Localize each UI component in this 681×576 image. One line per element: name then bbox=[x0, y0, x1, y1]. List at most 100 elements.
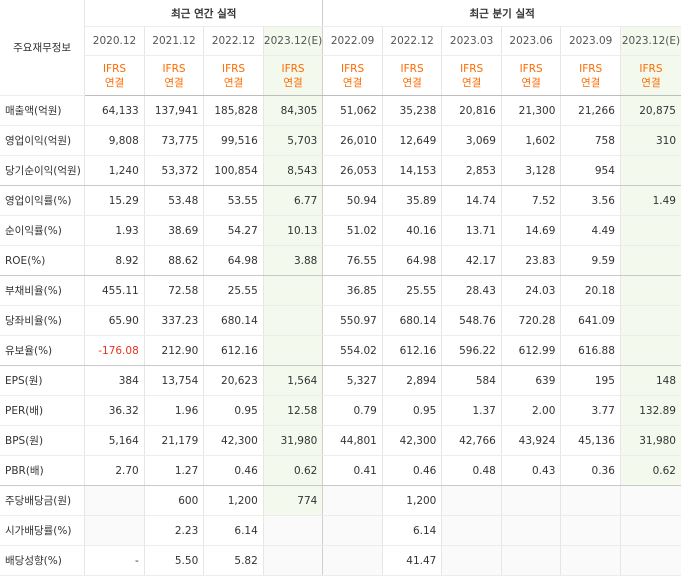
value-cell: 612.16 bbox=[382, 335, 443, 366]
value-cell bbox=[84, 515, 145, 546]
value-cell: 54.27 bbox=[203, 215, 264, 246]
value-cell: 616.88 bbox=[560, 335, 621, 366]
consolidated-text: 연결 bbox=[342, 76, 363, 89]
value-cell bbox=[441, 545, 502, 576]
value-cell: 99,516 bbox=[203, 125, 264, 156]
value-cell: 774 bbox=[263, 485, 324, 516]
value-cell bbox=[560, 485, 621, 516]
value-cell: 42.17 bbox=[441, 245, 502, 276]
value-cell: 954 bbox=[560, 155, 621, 186]
value-cell: 5,164 bbox=[84, 425, 145, 456]
period-header: 2023.09 bbox=[560, 26, 621, 56]
value-cell bbox=[441, 485, 502, 516]
value-cell: 20,875 bbox=[620, 95, 681, 126]
ifrs-text: IFRS bbox=[639, 62, 663, 75]
value-cell bbox=[322, 485, 383, 516]
ifrs-consolidated-label: IFRS 연결 bbox=[441, 55, 502, 96]
value-cell: 38.69 bbox=[144, 215, 205, 246]
value-cell: 0.36 bbox=[560, 455, 621, 486]
value-cell bbox=[560, 515, 621, 546]
value-cell: 65.90 bbox=[84, 305, 145, 336]
value-cell: 40.16 bbox=[382, 215, 443, 246]
table-row: PER(배) 36.32 1.96 0.95 12.58 0.79 0.95 1.37 2.00… bbox=[0, 395, 681, 426]
value-cell: 5.82 bbox=[203, 545, 264, 576]
value-cell bbox=[560, 545, 621, 576]
value-cell: 2.70 bbox=[84, 455, 145, 486]
period-header: 2022.12 bbox=[203, 26, 264, 56]
value-cell: 0.95 bbox=[203, 395, 264, 426]
value-cell: 337.23 bbox=[144, 305, 205, 336]
value-cell: 195 bbox=[560, 365, 621, 396]
value-cell: 13,754 bbox=[144, 365, 205, 396]
value-cell: 64.98 bbox=[382, 245, 443, 276]
row-label-header: 주요재무정보 bbox=[0, 0, 86, 96]
value-cell: 5,327 bbox=[322, 365, 383, 396]
table-row: 당기순이익(억원) 1,240 53,372 100,854 8,543 26,053 14… bbox=[0, 155, 681, 186]
row-label: 매출액(억원) bbox=[0, 95, 86, 126]
value-cell: 680.14 bbox=[203, 305, 264, 336]
value-cell bbox=[620, 155, 681, 186]
value-cell: 43,924 bbox=[501, 425, 562, 456]
ifrs-text: IFRS bbox=[102, 62, 127, 75]
value-cell: 41.47 bbox=[382, 545, 443, 576]
value-cell: 148 bbox=[620, 365, 681, 396]
period-header-estimate: 2023.12(E) bbox=[620, 26, 681, 56]
table-row: 배당성향(%) -5.50 5.82 41.47 bbox=[0, 545, 681, 576]
value-cell: 31,980 bbox=[620, 425, 681, 456]
value-cell: 88.62 bbox=[144, 245, 205, 276]
ifrs-text: IFRS bbox=[579, 62, 603, 75]
value-cell bbox=[263, 305, 324, 336]
value-cell: 13.71 bbox=[441, 215, 502, 246]
ifrs-consolidated-label: IFRS 연결 bbox=[560, 55, 621, 96]
value-cell: 6.14 bbox=[203, 515, 264, 546]
value-cell bbox=[620, 335, 681, 366]
value-cell: 1,602 bbox=[501, 125, 562, 156]
ifrs-consolidated-label: IFRS 연결 bbox=[84, 55, 145, 96]
value-cell bbox=[620, 215, 681, 246]
value-cell: 3,128 bbox=[501, 155, 562, 186]
value-cell: 45,136 bbox=[560, 425, 621, 456]
value-cell: 0.95 bbox=[382, 395, 443, 426]
value-cell: 3,069 bbox=[441, 125, 502, 156]
value-cell bbox=[263, 545, 324, 576]
table-row: 순이익률(%) 1.93 38.69 54.27 10.13 51.02 40.16 13.7… bbox=[0, 215, 681, 246]
value-cell bbox=[441, 515, 502, 546]
value-cell: 1.96 bbox=[144, 395, 205, 426]
value-cell: 21,266 bbox=[560, 95, 621, 126]
ifrs-text: IFRS bbox=[400, 62, 424, 75]
value-cell: 8,543 bbox=[263, 155, 324, 186]
value-cell: 31,980 bbox=[263, 425, 324, 456]
row-label: 유보율(%) bbox=[0, 335, 86, 366]
value-cell: 20.18 bbox=[560, 275, 621, 306]
table-row: 영업이익률(%) 15.29 53.48 53.55 6.77 50.94 35.89 14.… bbox=[0, 185, 681, 216]
row-label: PER(배) bbox=[0, 395, 86, 426]
table-row: 부채비율(%) 455.11 72.58 25.55 36.85 25.55 28.43 24… bbox=[0, 275, 681, 306]
value-cell bbox=[620, 485, 681, 516]
value-cell: 42,300 bbox=[203, 425, 264, 456]
table-row: PBR(배) 2.70 1.27 0.46 0.62 0.41 0.46 0.48 0.43 0.… bbox=[0, 455, 681, 486]
value-cell: 212.90 bbox=[144, 335, 205, 366]
value-cell: 5.50 bbox=[144, 545, 205, 576]
value-cell: 0.62 bbox=[620, 455, 681, 486]
value-cell: 1.27 bbox=[144, 455, 205, 486]
value-cell: -176.08 bbox=[84, 335, 145, 366]
value-cell: 28.43 bbox=[441, 275, 502, 306]
value-cell: 612.16 bbox=[203, 335, 264, 366]
value-cell bbox=[620, 545, 681, 576]
value-cell: 9,808 bbox=[84, 125, 145, 156]
value-cell: 6.14 bbox=[382, 515, 443, 546]
table-row: 매출액(억원) 64,133 137,941 185,828 84,305 51,062 3… bbox=[0, 95, 681, 126]
value-cell: 20,623 bbox=[203, 365, 264, 396]
value-cell bbox=[263, 515, 324, 546]
period-header: 2022.12 bbox=[382, 26, 443, 56]
consolidated-text: 연결 bbox=[223, 76, 244, 89]
period-header: 2023.03 bbox=[441, 26, 502, 56]
value-cell: 1,564 bbox=[263, 365, 324, 396]
consolidated-text: 연결 bbox=[104, 76, 125, 89]
value-cell: 1,200 bbox=[382, 485, 443, 516]
ifrs-consolidated-label: IFRS 연결 bbox=[263, 55, 324, 96]
value-cell: 51.02 bbox=[322, 215, 383, 246]
value-cell: 554.02 bbox=[322, 335, 383, 366]
ifrs-text: IFRS bbox=[281, 62, 305, 75]
value-cell bbox=[501, 485, 562, 516]
